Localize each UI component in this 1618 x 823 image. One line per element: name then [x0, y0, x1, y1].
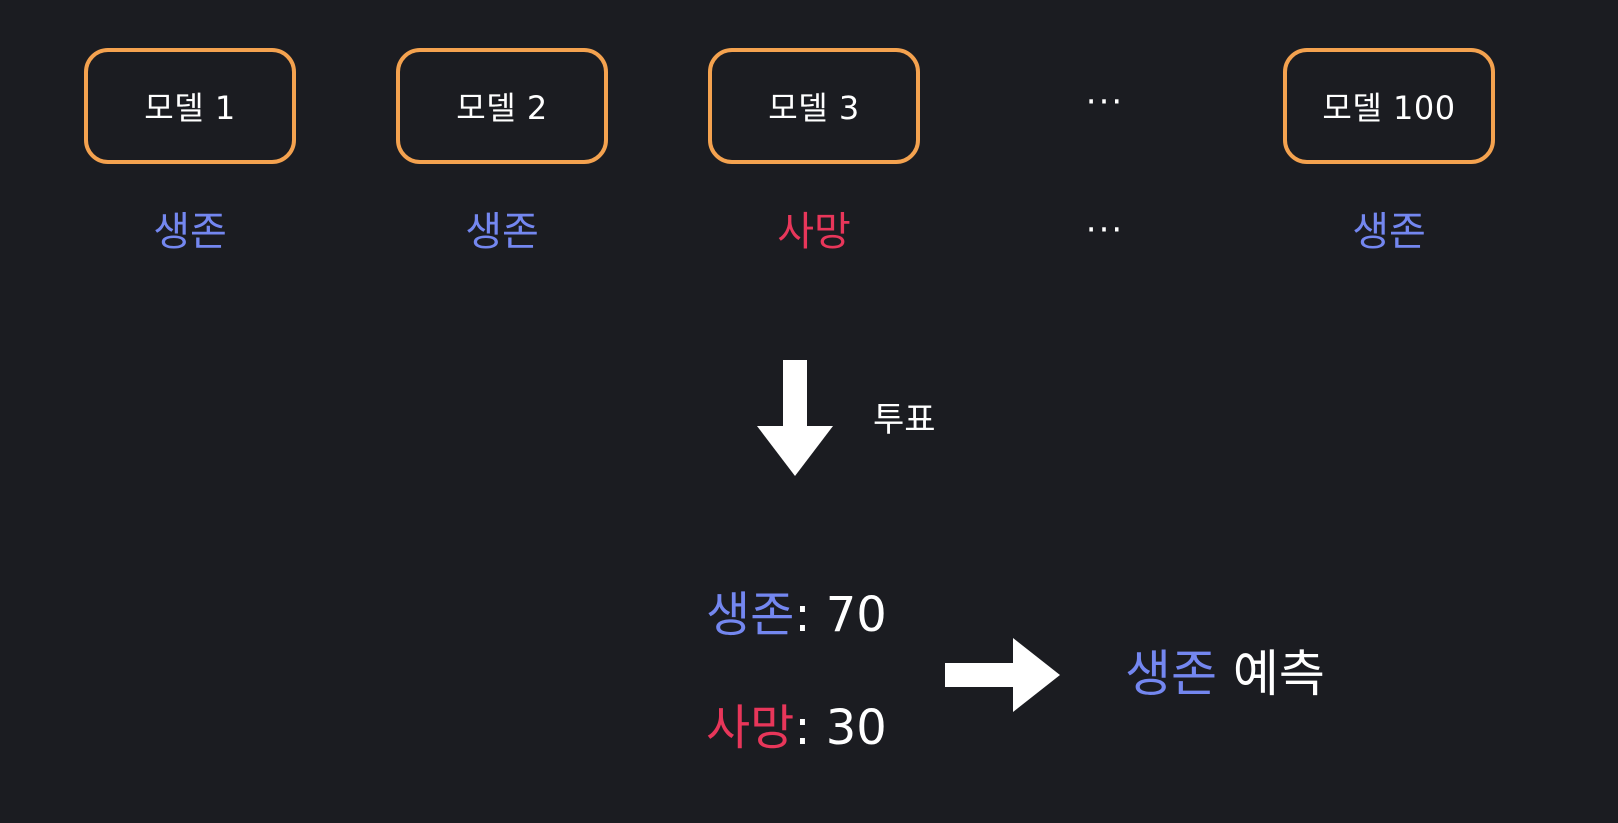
prediction-text: 생존 예측	[1125, 644, 1325, 704]
model-label: 모델 100	[1322, 89, 1456, 127]
tally-death-label: 사망	[706, 700, 795, 756]
tally-death: 사망: 30	[706, 698, 887, 758]
prediction-suffix: 예측	[1217, 645, 1325, 703]
tally-survive: 생존: 70	[706, 585, 887, 645]
down-arrow-icon	[757, 360, 833, 476]
right-arrow-icon	[945, 638, 1060, 712]
model-100-outcome: 생존	[1352, 209, 1426, 255]
model-box-100: 모델 100	[1283, 48, 1495, 164]
model-box-2: 모델 2	[396, 48, 608, 164]
tally-separator: :	[794, 587, 826, 643]
ellipsis-top: ···	[1085, 82, 1125, 122]
tally-survive-count: 70	[825, 587, 887, 643]
model-2-outcome: 생존	[465, 209, 539, 255]
ellipsis-bottom: ···	[1085, 210, 1125, 250]
prediction-label: 생존	[1125, 645, 1217, 703]
model-box-1: 모델 1	[84, 48, 296, 164]
model-label: 모델 1	[144, 89, 236, 127]
tally-death-count: 30	[825, 700, 887, 756]
vote-label: 투표	[873, 400, 936, 440]
tally-separator: :	[794, 700, 826, 756]
model-1-outcome: 생존	[153, 209, 227, 255]
model-box-3: 모델 3	[708, 48, 920, 164]
model-label: 모델 2	[456, 89, 548, 127]
model-3-outcome: 사망	[777, 209, 851, 255]
model-label: 모델 3	[768, 89, 860, 127]
tally-survive-label: 생존	[706, 587, 795, 643]
